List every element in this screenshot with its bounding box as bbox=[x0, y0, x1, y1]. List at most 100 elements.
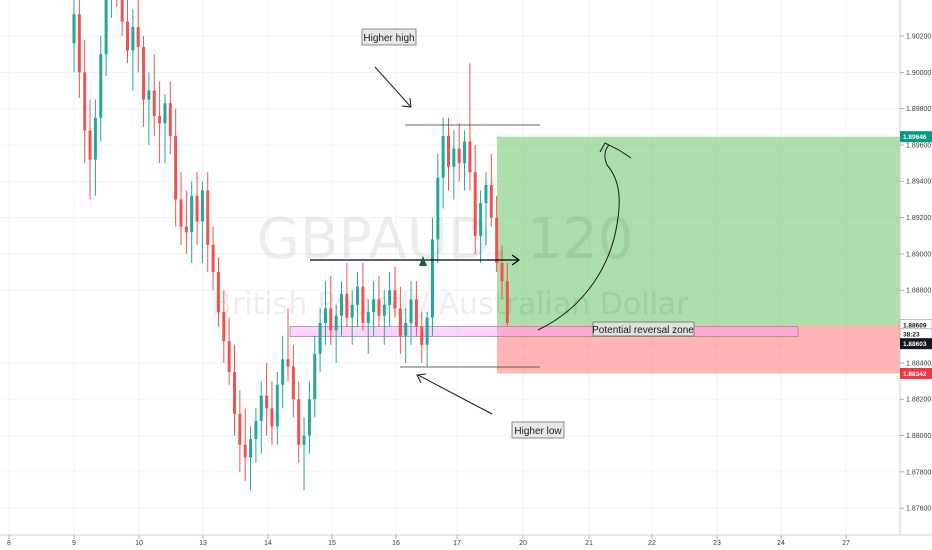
candle bbox=[190, 181, 194, 264]
price-axis[interactable]: 1.90200 1.90000 1.89800 1.89600 1.89400 1.892… bbox=[899, 0, 932, 535]
candle bbox=[174, 108, 178, 227]
candle-body-down bbox=[473, 172, 477, 236]
candle-body-down bbox=[393, 290, 397, 309]
time-axis[interactable]: 8 9 10 13 14 15 16 17 20 21 22 23 24 27 bbox=[0, 534, 932, 547]
candle bbox=[441, 117, 445, 209]
candle-body-down bbox=[414, 299, 418, 327]
candle-body-up bbox=[484, 184, 488, 204]
price-tag-bg bbox=[900, 131, 932, 143]
candle-body-down bbox=[361, 286, 365, 323]
candle bbox=[222, 290, 226, 363]
entry-arrow-icon bbox=[511, 254, 521, 266]
time-tick-label: 21 bbox=[585, 540, 593, 547]
candle bbox=[473, 145, 477, 254]
candle bbox=[382, 290, 386, 345]
candle bbox=[334, 304, 338, 363]
position-boxes bbox=[289, 136, 900, 374]
candle bbox=[77, 0, 81, 98]
price-tick-label: 1.87800 bbox=[906, 469, 931, 476]
time-tick-label: 8 bbox=[7, 540, 11, 547]
candle-body-down bbox=[329, 308, 333, 331]
candle bbox=[152, 54, 156, 136]
time-tick-label: 23 bbox=[713, 540, 721, 547]
arrow-to-high bbox=[374, 66, 411, 107]
candle bbox=[93, 99, 97, 196]
candle-body-down bbox=[211, 244, 215, 273]
candle bbox=[238, 390, 242, 472]
time-axis-ticks: 8 9 10 13 14 15 16 17 20 21 22 23 24 27 bbox=[7, 535, 850, 547]
arrow-head-low-icon bbox=[416, 373, 427, 384]
price-tag: 1.88603 bbox=[900, 338, 932, 350]
price-tick-label: 1.88400 bbox=[906, 360, 931, 367]
higher-high-text: Higher high bbox=[363, 33, 414, 44]
time-tick-label: 17 bbox=[453, 540, 461, 547]
time-tick-label: 24 bbox=[777, 540, 785, 547]
candle-body-up bbox=[409, 299, 413, 323]
candle bbox=[216, 257, 220, 327]
candle bbox=[372, 281, 376, 336]
candle-body-up bbox=[463, 141, 467, 164]
candle bbox=[447, 117, 450, 191]
candle-body-down bbox=[495, 217, 499, 264]
candle-body-down bbox=[227, 341, 231, 373]
candle bbox=[136, 0, 140, 73]
candle-body-down bbox=[206, 190, 210, 245]
candle bbox=[206, 172, 210, 273]
price-tag-label: 1.89646 bbox=[903, 134, 927, 141]
candle-body-down bbox=[243, 444, 247, 458]
time-tick-label: 13 bbox=[199, 540, 207, 547]
candle-body-down bbox=[88, 130, 92, 160]
time-tick-label: 10 bbox=[135, 540, 143, 547]
drawing-tools[interactable] bbox=[310, 66, 632, 415]
candle bbox=[147, 72, 151, 146]
candle bbox=[329, 275, 333, 345]
reversal-zone-label[interactable]: Potential reversal zone bbox=[592, 321, 695, 337]
candle bbox=[313, 335, 317, 418]
price-tick-label: 1.88200 bbox=[906, 397, 931, 404]
candle-body-down bbox=[505, 281, 509, 323]
candle bbox=[195, 172, 199, 245]
candle bbox=[200, 181, 204, 264]
time-tick-label: 14 bbox=[264, 540, 272, 547]
candle-body-up bbox=[372, 299, 376, 313]
candle bbox=[104, 0, 108, 77]
higher-low-text: Higher low bbox=[514, 426, 562, 437]
candle bbox=[468, 63, 472, 191]
candle-body-down bbox=[195, 195, 199, 222]
stop-loss-zone bbox=[497, 324, 900, 374]
candle-body-down bbox=[184, 226, 188, 233]
candle bbox=[291, 344, 295, 418]
candle bbox=[110, 0, 112, 18]
candle bbox=[179, 172, 183, 245]
time-tick-label: 15 bbox=[328, 540, 336, 547]
candle-body-down bbox=[83, 72, 87, 131]
candle bbox=[393, 266, 397, 318]
candle-body-down bbox=[126, 21, 129, 51]
price-tag: 1.88342 bbox=[900, 367, 932, 379]
candle-body-up bbox=[313, 353, 317, 400]
price-tag: 38:23 bbox=[899, 328, 932, 341]
candle-body-up bbox=[323, 308, 327, 323]
candle-body-up bbox=[479, 203, 483, 236]
candle bbox=[398, 286, 402, 354]
candle-body-down bbox=[136, 26, 140, 47]
text-annotations[interactable]: Higher high Higher low Potential reversa… bbox=[361, 28, 695, 439]
higher-high-label[interactable]: Higher high bbox=[361, 28, 417, 46]
candle bbox=[302, 417, 306, 491]
candle-body-up bbox=[93, 117, 97, 160]
time-tick-label: 20 bbox=[519, 540, 527, 547]
candle bbox=[126, 0, 129, 64]
candle bbox=[350, 290, 354, 345]
candle bbox=[307, 381, 311, 454]
price-tags: 1.89646 1.88609 38:23 1.88603 1.88342 bbox=[899, 131, 932, 379]
candle-body-down bbox=[216, 272, 220, 313]
candle-body-up bbox=[404, 322, 408, 336]
candle-body-up bbox=[275, 384, 279, 427]
candle-body-down bbox=[286, 359, 290, 367]
arrow-to-low bbox=[417, 374, 493, 415]
candle-body-up bbox=[200, 190, 204, 222]
candle-body-up bbox=[99, 54, 103, 118]
higher-low-label[interactable]: Higher low bbox=[511, 421, 565, 439]
candle bbox=[409, 281, 413, 345]
